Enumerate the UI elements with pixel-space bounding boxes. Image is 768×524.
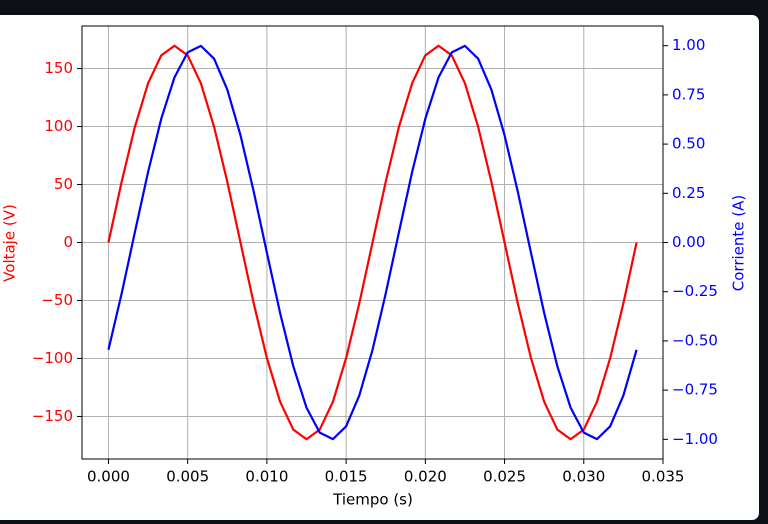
y2-tick-label: 0.75 bbox=[672, 85, 705, 103]
y2-tick-label: −0.50 bbox=[672, 331, 718, 349]
y-tick-label: −50 bbox=[41, 291, 73, 309]
y-tick-label: −150 bbox=[32, 407, 73, 425]
x-tick-label: 0.030 bbox=[562, 468, 605, 486]
y2-tick-label: −1.00 bbox=[672, 430, 718, 448]
y2-tick-label: −0.25 bbox=[672, 282, 718, 300]
y2-tick-label: 0.00 bbox=[672, 233, 705, 251]
x-tick-label: 0.020 bbox=[404, 468, 447, 486]
y-axis-label: Voltaje (V) bbox=[1, 204, 19, 282]
y2-axis-label: Corriente (A) bbox=[730, 195, 748, 291]
y-tick-label: 50 bbox=[54, 175, 73, 193]
line-series bbox=[107, 44, 638, 441]
x-tick-label: 0.010 bbox=[245, 468, 288, 486]
x-tick-label: 0.005 bbox=[166, 468, 209, 486]
y-tick-label: −100 bbox=[32, 349, 73, 367]
x-tick-label: 0.000 bbox=[87, 468, 130, 486]
y-tick-label: 0 bbox=[63, 233, 73, 251]
y2-tick-label: 1.00 bbox=[672, 36, 705, 54]
x-tick-label: 0.035 bbox=[642, 468, 685, 486]
y2-tick-label: 0.50 bbox=[672, 135, 705, 153]
line-series bbox=[107, 44, 638, 441]
y-tick-label: 150 bbox=[44, 59, 73, 77]
y-tick-label: 100 bbox=[44, 117, 73, 135]
y2-tick-label: 0.25 bbox=[672, 184, 705, 202]
x-axis-label: Tiempo (s) bbox=[332, 491, 413, 509]
y2-tick-label: −0.75 bbox=[672, 381, 718, 399]
x-tick-label: 0.025 bbox=[483, 468, 526, 486]
x-tick-label: 0.015 bbox=[325, 468, 368, 486]
plot-frame bbox=[81, 25, 664, 460]
panel bbox=[0, 15, 759, 520]
